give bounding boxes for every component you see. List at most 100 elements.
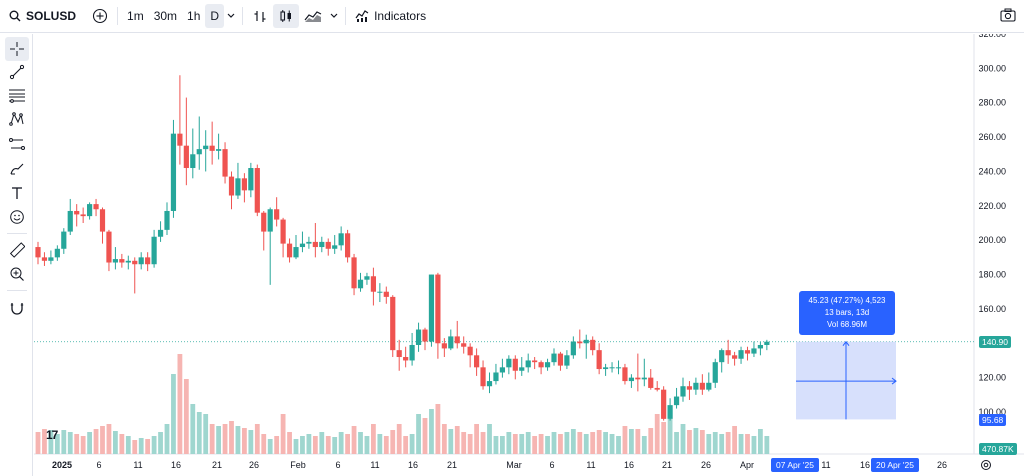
candle-body <box>106 231 112 263</box>
candle-body <box>390 296 396 351</box>
price-tick-label: 180.00 <box>978 270 1006 280</box>
price-tick-label: 280.00 <box>978 98 1006 108</box>
price-chart[interactable]: 320.00 300.00 280.00 260.00 240.00 220.00 200.… <box>34 34 1024 476</box>
candle-body <box>577 341 583 344</box>
horizontal-lines-tool[interactable] <box>5 83 29 107</box>
emoji-tool[interactable] <box>5 205 29 229</box>
candles-style-button[interactable] <box>273 4 300 28</box>
candle-body <box>583 339 589 344</box>
snapshot-button[interactable] <box>1000 8 1016 25</box>
interval-d[interactable]: D <box>205 4 225 28</box>
time-tick-label: 16 <box>408 460 418 470</box>
candle-body <box>622 367 628 382</box>
candle-body <box>403 357 409 361</box>
candle-body <box>274 209 280 220</box>
volume-bar <box>138 438 144 454</box>
top-toolbar: SOLUSD 1m 30m 1h D Indicators <box>0 0 1024 33</box>
interval-30m[interactable]: 30m <box>153 9 178 23</box>
candle-body <box>693 382 699 390</box>
volume-bar <box>183 379 189 454</box>
volume-bar <box>209 424 215 454</box>
volume-bar <box>583 434 589 454</box>
interval-1h[interactable]: 1h <box>187 9 201 23</box>
candle-body <box>680 386 686 397</box>
price-tick-label: 200.00 <box>978 235 1006 245</box>
price-tick-label: 240.00 <box>978 166 1006 176</box>
candle-body <box>377 291 383 293</box>
candle-body <box>125 260 131 263</box>
volume-bar <box>203 414 209 454</box>
chart-type-dropdown[interactable] <box>327 4 341 28</box>
candle-body <box>415 329 422 345</box>
candle-body <box>557 353 564 366</box>
volume-bar <box>609 434 615 454</box>
candle-body <box>345 233 351 258</box>
volume-bar <box>461 432 467 454</box>
candle-body <box>267 209 273 232</box>
candle-body <box>312 241 318 248</box>
candle-body <box>532 360 538 363</box>
candle-body <box>80 214 86 217</box>
trend-line-tool[interactable] <box>5 60 29 84</box>
candle-body <box>351 257 357 289</box>
area-style-button[interactable] <box>299 4 327 28</box>
last-price-label: 140.90 <box>979 336 1011 348</box>
pattern-tool[interactable] <box>5 107 29 131</box>
candle-body <box>228 176 235 196</box>
candle-body <box>190 154 196 169</box>
candle-body <box>654 387 660 390</box>
interval-1m[interactable]: 1m <box>127 9 144 23</box>
volume-bar <box>113 431 118 454</box>
volume-bar <box>661 422 667 454</box>
toolbar-divider <box>242 7 244 25</box>
time-tick-label: 26 <box>249 460 259 470</box>
crosshair-tool[interactable] <box>5 37 29 61</box>
zoom-in-tool[interactable] <box>5 262 29 286</box>
forecast-icon <box>9 138 25 150</box>
forecast-tool[interactable] <box>5 132 29 156</box>
indicators-button[interactable]: Indicators <box>350 4 431 28</box>
volume-bar <box>564 432 570 454</box>
compare-button[interactable] <box>87 4 113 28</box>
volume-bar <box>435 404 441 454</box>
time-tick-label: 11 <box>370 460 379 470</box>
volume-bar <box>474 424 479 454</box>
magnet-tool[interactable] <box>5 296 29 320</box>
interval-dropdown[interactable] <box>224 4 238 28</box>
candle-body <box>609 367 615 369</box>
volume-bar <box>261 434 267 454</box>
candle-body <box>203 145 209 150</box>
toolbar-divider <box>7 290 27 291</box>
axis-settings-button[interactable] <box>980 458 992 476</box>
measure-arrow-head <box>842 340 850 347</box>
candle-body <box>319 241 325 248</box>
price-axis[interactable]: 320.00 300.00 280.00 260.00 240.00 220.00 200.… <box>978 34 1006 417</box>
volume-bar <box>558 434 563 454</box>
gear-icon <box>981 460 991 470</box>
candle-body <box>248 168 254 191</box>
candle-body <box>673 396 680 406</box>
volume-bar <box>719 434 725 454</box>
ruler-tool[interactable] <box>5 238 29 262</box>
volume-bar <box>216 426 221 454</box>
volume-bar <box>725 432 731 454</box>
time-axis[interactable]: 2025 6 11 16 21 26 Feb 6 11 16 21 Mar 6 11 16 21 26 Apr 11… <box>52 460 947 470</box>
measure-change: 45.23 (47.27%) 4,523 <box>808 296 886 305</box>
text-tool[interactable] <box>5 181 29 205</box>
time-tick-label: 16 <box>624 460 634 470</box>
volume-bar <box>590 432 596 454</box>
symbol-search[interactable]: SOLUSD <box>4 4 81 28</box>
time-tick-label: Apr <box>740 460 754 470</box>
time-tick-label: Mar <box>506 460 522 470</box>
candle-body <box>241 178 247 191</box>
candle-body <box>603 367 609 370</box>
time-tick-label: 6 <box>96 460 101 470</box>
volume-bar <box>383 436 389 454</box>
price-range-measure[interactable] <box>796 340 897 420</box>
candle-body <box>461 343 467 347</box>
brush-tool[interactable] <box>5 157 29 181</box>
trend-line-icon <box>9 64 25 80</box>
candle-body <box>751 348 757 354</box>
volume-bar <box>242 428 247 454</box>
bars-style-button[interactable] <box>247 4 273 28</box>
